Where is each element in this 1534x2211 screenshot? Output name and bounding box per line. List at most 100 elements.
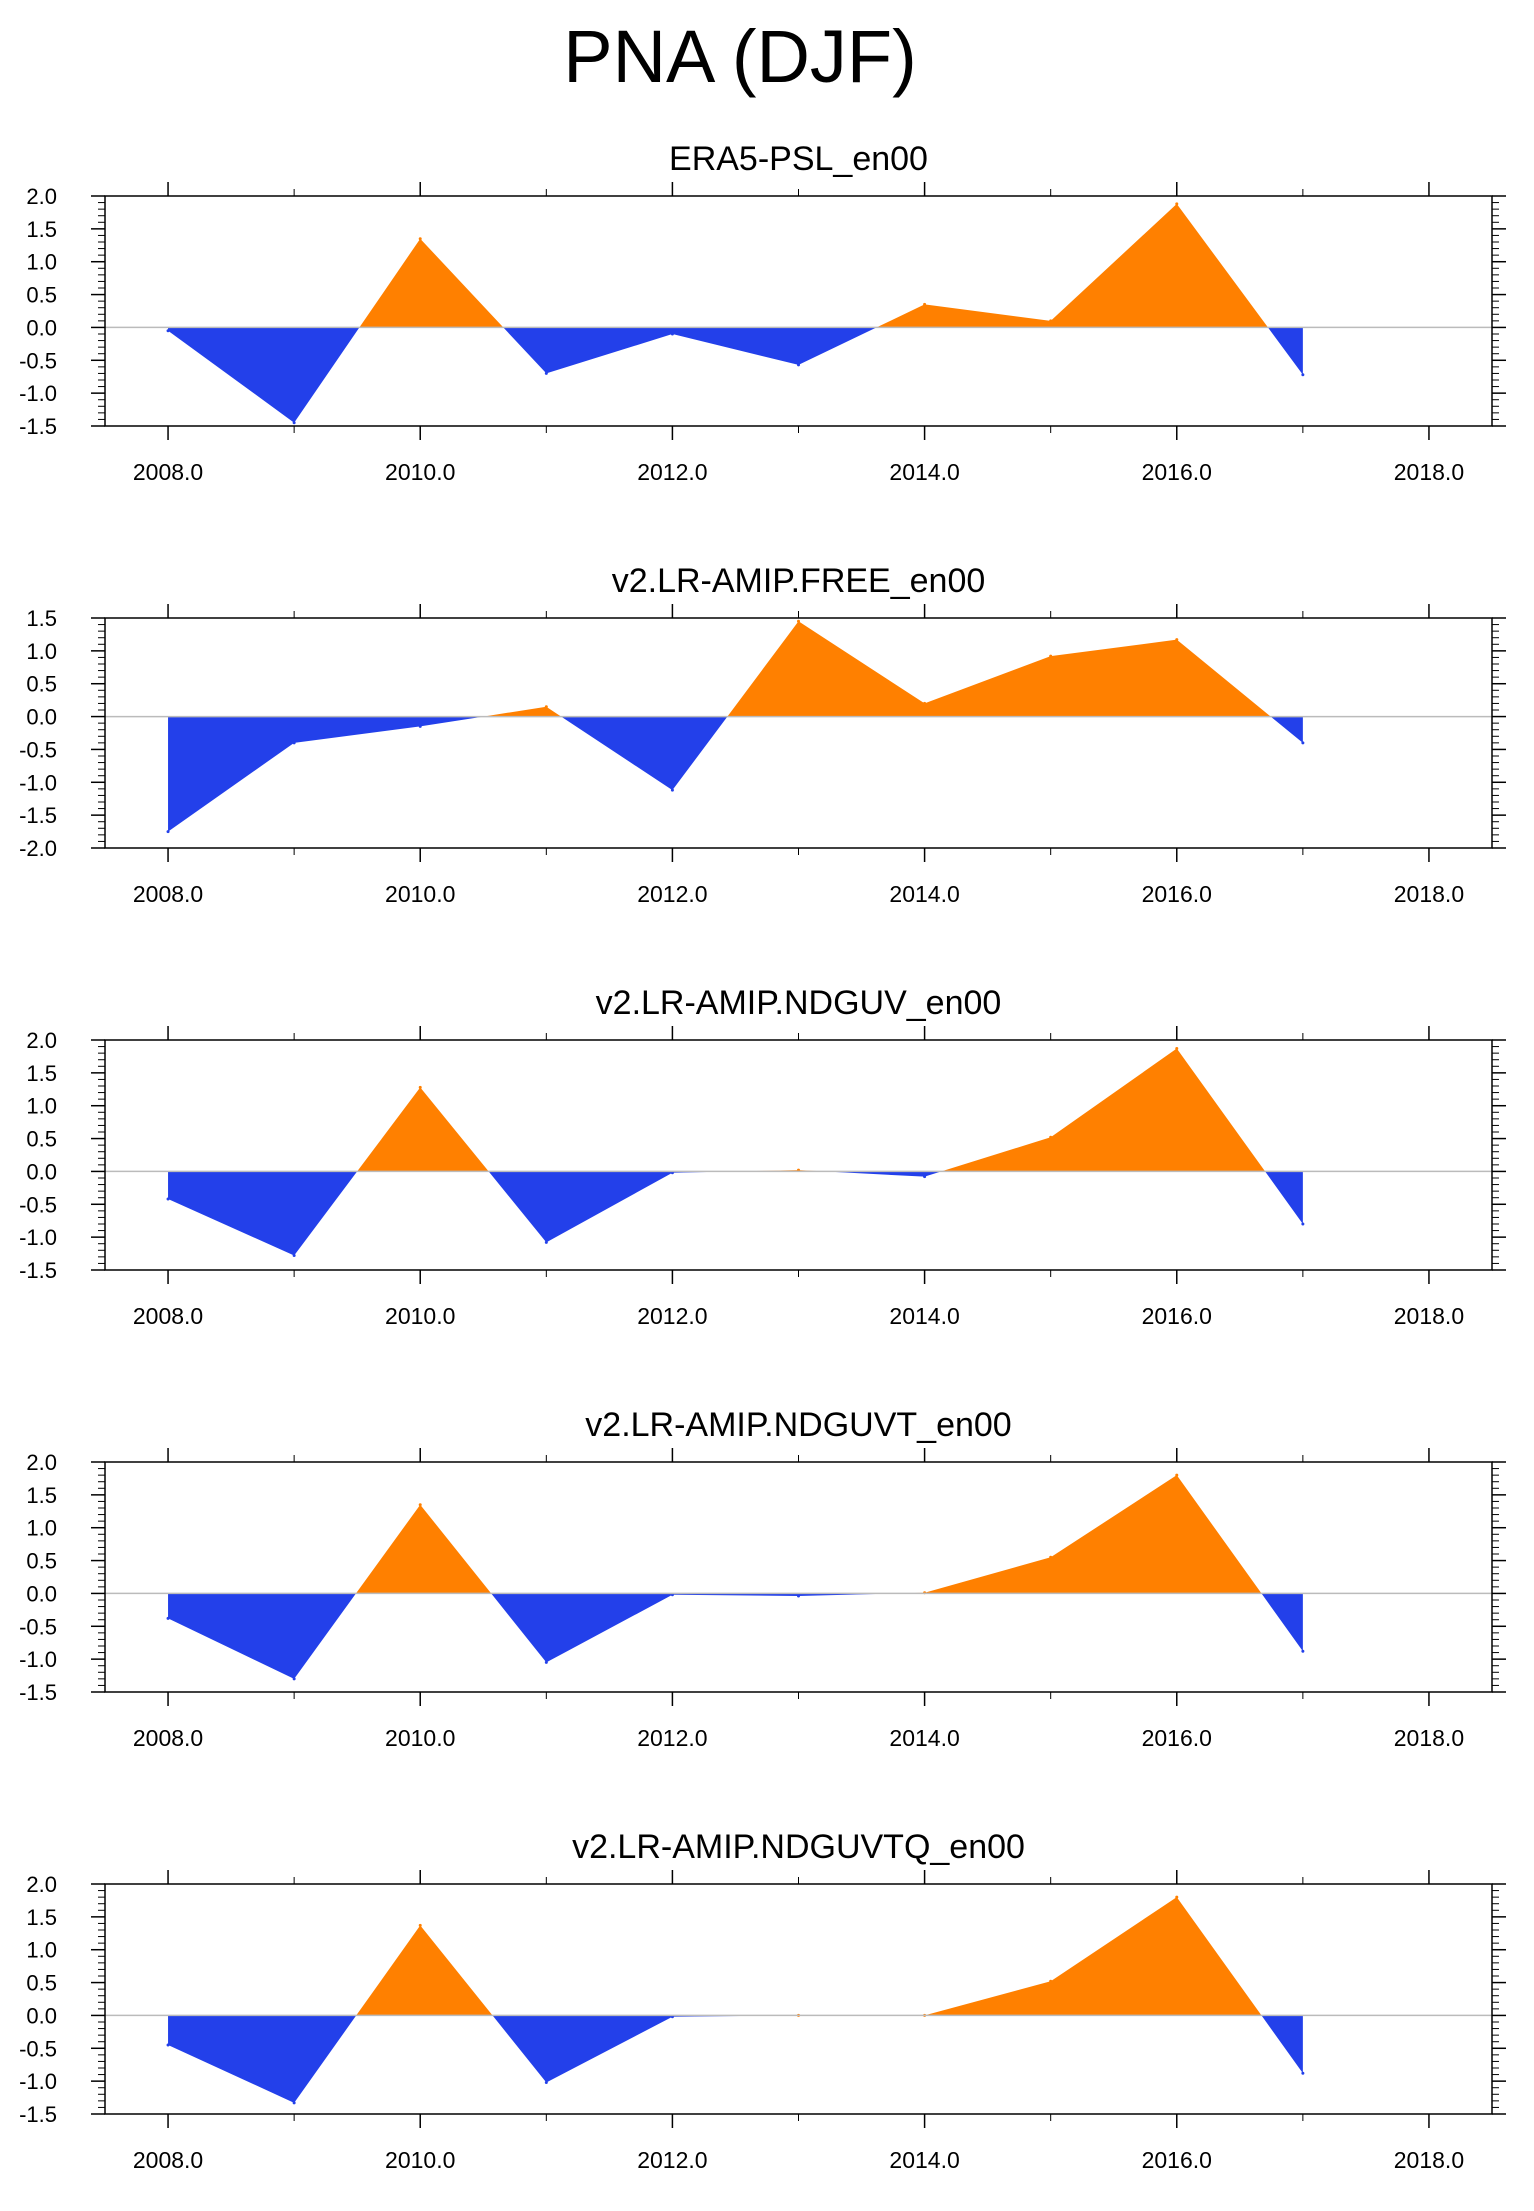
x-tick-label: 2012.0: [637, 1725, 707, 1751]
y-tick-label: 0.0: [26, 705, 57, 730]
y-tick-label: 0.5: [26, 1127, 57, 1152]
y-tick-label: -1.5: [19, 2102, 57, 2127]
y-tick-label: 1.0: [26, 639, 57, 664]
x-tick-label: 2016.0: [1142, 1725, 1212, 1751]
positive-area: [168, 1897, 1303, 2016]
y-tick-label: -1.5: [19, 803, 57, 828]
data-point: [418, 724, 422, 728]
data-point: [797, 363, 800, 367]
y-tick-label: 1.0: [26, 1516, 57, 1541]
y-tick-label: -0.5: [19, 2036, 57, 2061]
x-tick-label: 2016.0: [1142, 1303, 1212, 1329]
data-point: [544, 371, 548, 375]
y-tick-label: 1.5: [26, 1483, 57, 1508]
data-point: [1049, 654, 1053, 658]
positive-area: [168, 1475, 1303, 1594]
data-point: [418, 237, 422, 241]
data-point: [544, 1240, 548, 1244]
y-tick-label: -0.5: [19, 1614, 57, 1639]
data-point: [1049, 319, 1053, 323]
x-tick-label: 2014.0: [889, 1725, 959, 1751]
data-point: [1175, 202, 1179, 206]
panel-4: v2.LR-AMIP.NDGUVT_en00 -1.5 -1.0 -0.5 0.0 0.5…: [19, 1406, 1506, 1751]
data-point: [418, 1923, 422, 1927]
positive-area: [168, 203, 1303, 328]
y-tick-label: 1.0: [26, 1938, 57, 1963]
panel-2: v2.LR-AMIP.FREE_en00 -2.0 -1.5 -1.0 -0.5 0.0 0…: [19, 562, 1506, 907]
panel-title: v2.LR-AMIP.NDGUVTQ_en00: [572, 1828, 1025, 1866]
panel-title: v2.LR-AMIP.NDGUV_en00: [596, 984, 1002, 1022]
positive-area: [168, 621, 1303, 717]
y-tick-label: -1.0: [19, 1647, 57, 1672]
data-point: [292, 2101, 296, 2105]
data-point: [418, 1085, 422, 1089]
data-point: [1175, 1473, 1179, 1477]
data-point: [166, 1197, 170, 1201]
y-tick-label: -1.0: [19, 770, 57, 795]
y-tick-label: 0.0: [26, 2003, 57, 2028]
x-tick-label: 2014.0: [889, 1303, 959, 1329]
data-point: [418, 1503, 422, 1507]
x-tick-label: 2018.0: [1394, 1725, 1464, 1751]
data-point: [1049, 1135, 1053, 1139]
data-point: [292, 1254, 296, 1258]
data-point: [292, 1677, 296, 1681]
negative-area: [168, 1593, 1303, 1679]
panel-title: v2.LR-AMIP.NDGUVT_en00: [585, 1406, 1011, 1444]
y-tick-label: 0.5: [26, 1549, 57, 1574]
x-tick-label: 2010.0: [385, 1303, 455, 1329]
y-tick-label: 2.0: [26, 1028, 57, 1053]
y-tick-label: 0.0: [26, 1159, 57, 1184]
negative-area: [168, 1171, 1303, 1256]
data-point: [544, 705, 548, 709]
y-tick-label: 1.5: [26, 606, 57, 631]
data-point: [544, 2080, 548, 2084]
x-tick-label: 2012.0: [637, 1303, 707, 1329]
x-tick-label: 2016.0: [1142, 459, 1212, 485]
negative-area: [168, 716, 1303, 832]
positive-area: [168, 1048, 1303, 1172]
data-point: [166, 1616, 170, 1620]
x-tick-label: 2018.0: [1394, 1303, 1464, 1329]
y-tick-label: -0.5: [19, 1192, 57, 1217]
panel-5: v2.LR-AMIP.NDGUVTQ_en00 -1.5 -1.0 -0.5 0.0 0.…: [19, 1828, 1506, 2173]
data-point: [166, 329, 170, 333]
x-tick-label: 2008.0: [133, 1303, 203, 1329]
x-tick-label: 2010.0: [385, 1725, 455, 1751]
figure-title: PNA (DJF): [563, 15, 917, 98]
x-tick-label: 2014.0: [889, 459, 959, 485]
panel-title: v2.LR-AMIP.FREE_en00: [612, 562, 986, 600]
x-tick-label: 2008.0: [133, 459, 203, 485]
data-point: [1301, 373, 1305, 377]
data-point: [923, 1175, 927, 1179]
data-point: [544, 1660, 548, 1664]
data-point: [1301, 741, 1305, 745]
data-point: [670, 788, 674, 792]
plot-frame: [104, 1883, 1493, 2115]
y-tick-label: 0.5: [26, 672, 57, 697]
y-tick-label: 1.5: [26, 217, 57, 242]
y-tick-label: -2.0: [19, 836, 57, 861]
negative-area: [168, 2015, 1303, 2103]
plot-frame: [104, 1039, 1493, 1271]
x-tick-label: 2018.0: [1394, 459, 1464, 485]
data-point: [1175, 1895, 1179, 1899]
y-tick-label: 2.0: [26, 1450, 57, 1475]
y-tick-label: -1.5: [19, 414, 57, 439]
x-tick-label: 2008.0: [133, 2147, 203, 2173]
y-tick-label: 2.0: [26, 184, 57, 209]
y-tick-label: 0.5: [26, 283, 57, 308]
data-point: [1049, 1555, 1053, 1559]
data-point: [1301, 1649, 1305, 1653]
x-tick-label: 2010.0: [385, 2147, 455, 2173]
y-tick-label: 2.0: [26, 1872, 57, 1897]
plot-frame: [104, 1461, 1493, 1693]
panel-title: ERA5-PSL_en00: [669, 140, 928, 178]
x-tick-label: 2016.0: [1142, 2147, 1212, 2173]
x-tick-label: 2010.0: [385, 881, 455, 907]
panel-1: ERA5-PSL_en00 -1.5 -1.0 -0.5 0.0 0.5 1.0 1.5 2.0…: [19, 140, 1506, 485]
y-tick-label: -1.0: [19, 381, 57, 406]
y-tick-label: 0.5: [26, 1971, 57, 1996]
x-tick-label: 2014.0: [889, 2147, 959, 2173]
